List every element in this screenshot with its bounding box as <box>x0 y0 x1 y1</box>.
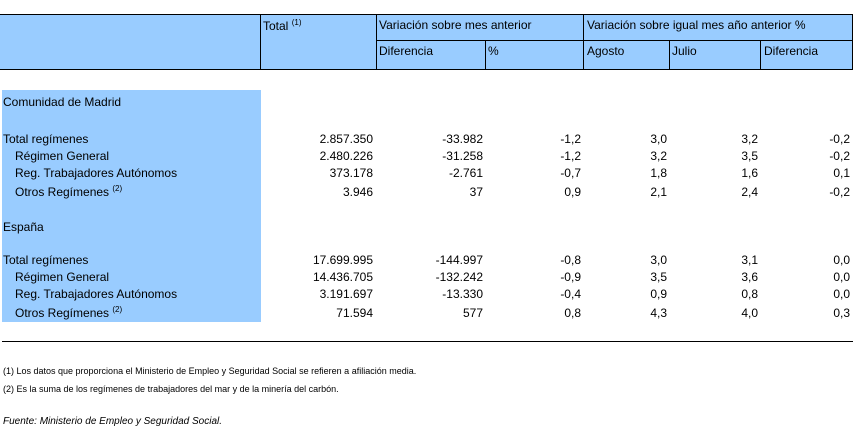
header-divider <box>485 41 486 70</box>
cell-pct: -0,4 <box>560 287 581 301</box>
cell-diferencia: 577 <box>462 306 483 320</box>
cell-diferencia: -2.761 <box>448 166 483 180</box>
cell-agosto: 3,0 <box>650 132 667 146</box>
cell-diferencia: 37 <box>469 185 483 199</box>
table-header <box>0 14 853 70</box>
header-agosto: Agosto <box>587 44 625 58</box>
cell-diferencia2: -0,2 <box>829 149 850 163</box>
row-label: Régimen General <box>15 149 110 163</box>
cell-agosto: 4,3 <box>650 306 667 320</box>
cell-pct: -0,7 <box>560 166 581 180</box>
header-divider <box>669 41 670 70</box>
cell-diferencia2: -0,2 <box>829 185 850 199</box>
header-mid-rule <box>376 40 853 41</box>
cell-diferencia2: 0,0 <box>833 287 850 301</box>
cell-pct: 0,9 <box>564 185 581 199</box>
row-label: Reg. Trabajadores Autónomos <box>15 287 178 301</box>
cell-pct: -1,2 <box>560 149 581 163</box>
cell-diferencia: -13.330 <box>442 287 483 301</box>
header-total-note: (1) <box>291 18 302 27</box>
table-bottom-rule <box>2 341 853 342</box>
cell-pct: 0,8 <box>564 306 581 320</box>
row-label: Otros Regímenes (2) <box>15 305 122 322</box>
section-title: Comunidad de Madrid <box>3 95 122 109</box>
cell-agosto: 3,5 <box>650 270 667 284</box>
cell-julio: 3,5 <box>741 149 758 163</box>
cell-diferencia: -144.997 <box>435 253 483 267</box>
cell-agosto: 3,2 <box>650 149 667 163</box>
row-label: Reg. Trabajadores Autónomos <box>15 166 178 180</box>
cell-pct: -0,8 <box>560 253 581 267</box>
label-column-band <box>2 90 261 322</box>
cell-diferencia2: -0,2 <box>829 132 850 146</box>
cell-total: 3.946 <box>342 185 373 199</box>
cell-julio: 4,0 <box>741 306 758 320</box>
header-julio: Julio <box>672 44 697 58</box>
cell-diferencia: -132.242 <box>435 270 483 284</box>
header-pct: % <box>488 44 499 58</box>
cell-diferencia2: 0,1 <box>833 166 850 180</box>
header-divider <box>376 14 377 70</box>
cell-julio: 0,8 <box>741 287 758 301</box>
source-note: Fuente: Ministerio de Empleo y Seguridad… <box>3 416 223 427</box>
cell-diferencia2: 0,0 <box>833 253 850 267</box>
cell-julio: 3,1 <box>741 253 758 267</box>
cell-diferencia2: 0,0 <box>833 270 850 284</box>
cell-julio: 3,6 <box>741 270 758 284</box>
row-label-text: Otros Regímenes <box>15 185 110 199</box>
header-bottom-rule <box>0 69 853 70</box>
header-diferencia2: Diferencia <box>764 44 819 58</box>
header-top-rule <box>0 14 853 15</box>
cell-total: 17.699.995 <box>312 253 373 267</box>
header-divider <box>583 14 584 70</box>
row-label-text: Otros Regímenes <box>15 306 110 320</box>
row-label: Otros Regímenes (2) <box>15 184 122 201</box>
cell-diferencia2: 0,3 <box>833 306 850 320</box>
footnote: (2) Es la suma de los regímenes de traba… <box>3 384 339 394</box>
header-total: Total (1) <box>263 18 302 34</box>
cell-pct: -1,2 <box>560 132 581 146</box>
cell-diferencia: -31.258 <box>442 149 483 163</box>
header-divider <box>760 41 761 70</box>
row-label-note: (2) <box>112 305 123 314</box>
footnote: (1) Los datos que proporciona el Ministe… <box>3 366 417 376</box>
cell-total: 14.436.705 <box>312 270 373 284</box>
cell-agosto: 1,8 <box>650 166 667 180</box>
cell-diferencia: -33.982 <box>442 132 483 146</box>
header-diferencia: Diferencia <box>379 44 434 58</box>
row-label: Total regímenes <box>3 132 89 146</box>
cell-agosto: 2,1 <box>650 185 667 199</box>
cell-pct: -0,9 <box>560 270 581 284</box>
cell-total: 2.480.226 <box>319 149 373 163</box>
header-var-mes: Variación sobre mes anterior <box>379 18 532 32</box>
section-title: España <box>3 220 44 234</box>
row-label: Total regímenes <box>3 253 89 267</box>
cell-julio: 3,2 <box>741 132 758 146</box>
cell-total: 373.178 <box>329 166 373 180</box>
cell-agosto: 0,9 <box>650 287 667 301</box>
row-label-note: (2) <box>112 184 123 193</box>
cell-total: 71.594 <box>336 306 373 320</box>
cell-total: 3.191.697 <box>319 287 373 301</box>
header-divider <box>260 14 261 70</box>
cell-agosto: 3,0 <box>650 253 667 267</box>
cell-total: 2.857.350 <box>319 132 373 146</box>
cell-julio: 1,6 <box>741 166 758 180</box>
cell-julio: 2,4 <box>741 185 758 199</box>
row-label: Régimen General <box>15 270 110 284</box>
header-total-label: Total <box>263 19 289 33</box>
header-var-anio: Variación sobre igual mes año anterior % <box>587 18 806 32</box>
